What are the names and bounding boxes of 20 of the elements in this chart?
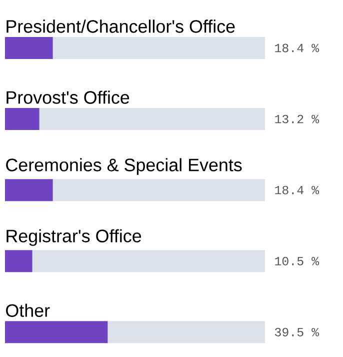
data-label: 18.4 % [275,186,320,194]
bar [5,321,108,344]
bar [32,250,266,272]
data-label: 39.5 % [274,328,320,336]
bar [39,108,266,130]
bar [108,321,266,344]
bar [5,179,53,202]
y-tick-label: Other [6,304,50,317]
bar [5,37,53,60]
bar [52,179,266,202]
bar [5,108,40,130]
y-tick-label: Registrar's Office [6,229,142,246]
y-tick-label: Ceremonies & Special Events [6,158,242,175]
data-label: 10.5 % [275,256,320,266]
y-tick-label: Provost's Office [6,90,130,104]
data-label: 18.4 % [275,44,320,52]
bar [5,250,32,272]
y-tick-label: President/Chancellor's Office [6,20,235,33]
bar [52,37,266,60]
data-label: 13.2 % [275,114,320,124]
